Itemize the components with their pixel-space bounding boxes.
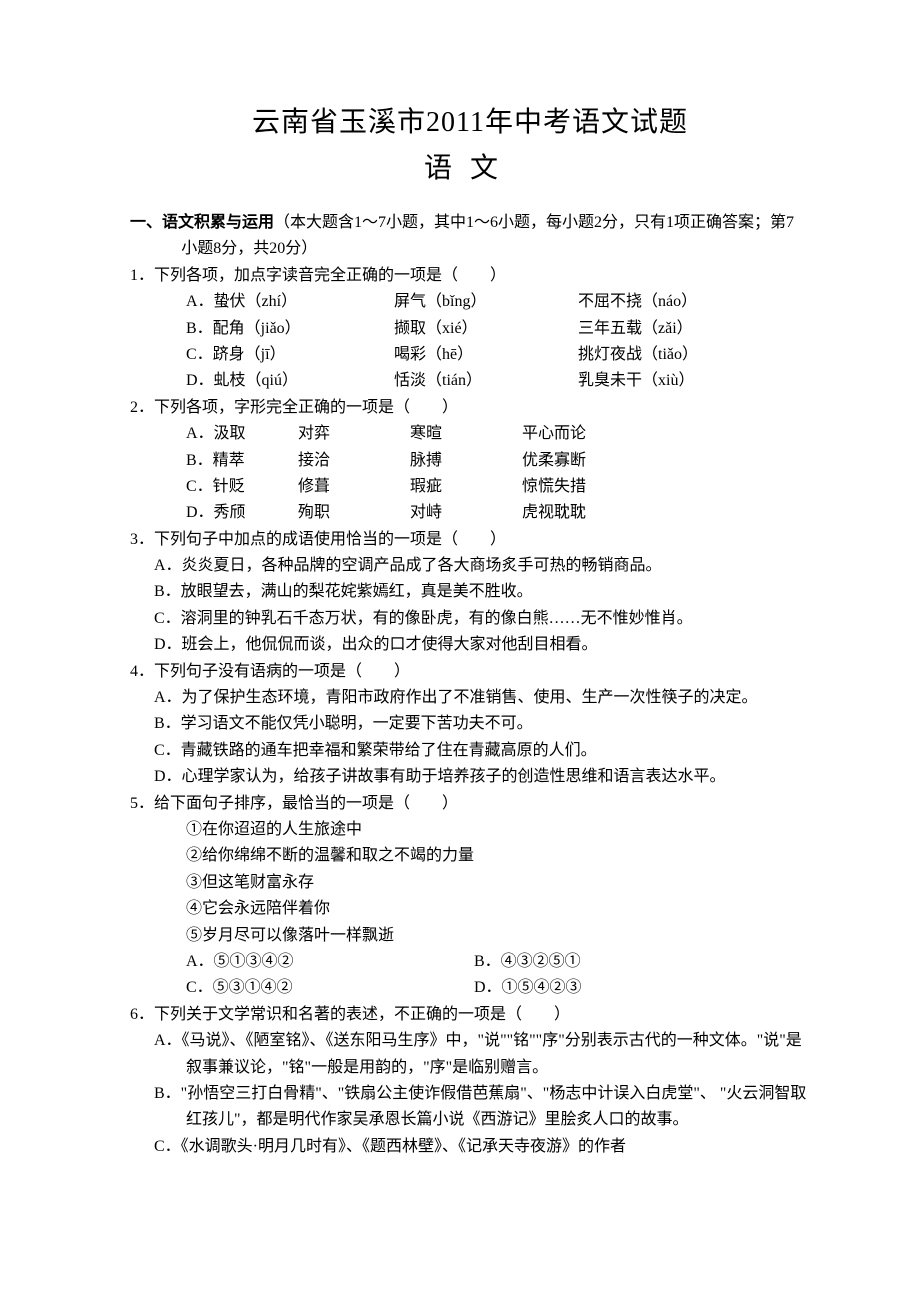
q5-line-2: ②给你绵绵不断的温馨和取之不竭的力量: [130, 843, 810, 869]
q1-a-2: 屏气（bǐng）: [394, 289, 578, 315]
q2-opt-a: A．汲取对弈寒暄平心而论: [130, 421, 810, 447]
q2-opt-d: D．秀颀殉职对峙虎视耽耽: [130, 500, 810, 526]
q2-d-1: D．秀颀: [186, 500, 298, 526]
q5-choice-d: D．①⑤④②③: [474, 975, 698, 1001]
q1-a-3: 不屈不挠（náo）: [578, 289, 786, 315]
q5-line-4: ④它会永远陪伴着你: [130, 896, 810, 922]
q2-a-2: 对弈: [298, 421, 410, 447]
q1-b-2: 撷取（xié）: [394, 316, 578, 342]
q4-stem: 4．下列句子没有语病的一项是（ ）: [130, 659, 810, 685]
q5-line-1: ①在你迢迢的人生旅途中: [130, 817, 810, 843]
q4-opt-b: B．学习语文不能仅凭小聪明，一定要下苦功夫不可。: [130, 711, 810, 737]
q4-opt-d: D．心理学家认为，给孩子讲故事有助于培养孩子的创造性思维和语言表达水平。: [130, 764, 810, 790]
section-1-header: 一、语文积累与运用（本大题含1～7小题，其中1～6小题，每小题2分，只有1项正确…: [130, 210, 810, 263]
q6-opt-a: A．《马说》、《陋室铭》、《送东阳马生序》中，"说""铭""序"分别表示古代的一…: [130, 1028, 810, 1081]
q5-choice-b: B．④③②⑤①: [474, 949, 698, 975]
q5-line-5: ⑤岁月尽可以像落叶一样飘逝: [130, 923, 810, 949]
q1-c-1: C．跻身（jī）: [186, 342, 394, 368]
q2-b-4: 优柔寡断: [522, 448, 634, 474]
q2-a-4: 平心而论: [522, 421, 634, 447]
q4-opt-a: A．为了保护生态环境，青阳市政府作出了不准销售、使用、生产一次性筷子的决定。: [130, 685, 810, 711]
q3-opt-c: C．溶洞里的钟乳石千态万状，有的像卧虎，有的像白熊……无不惟妙惟肖。: [130, 606, 810, 632]
q2-a-1: A．汲取: [186, 421, 298, 447]
q1-c-3: 挑灯夜战（tiǎo）: [578, 342, 786, 368]
q6-stem: 6．下列关于文学常识和名著的表述，不正确的一项是（ ）: [130, 1002, 810, 1028]
q2-c-4: 惊慌失措: [522, 474, 634, 500]
q2-c-2: 修葺: [298, 474, 410, 500]
q5-line-3: ③但这笔财富永存: [130, 870, 810, 896]
q5-choice-row-2: C．⑤③①④②D．①⑤④②③: [130, 975, 810, 1001]
q2-stem: 2．下列各项，字形完全正确的一项是（ ）: [130, 395, 810, 421]
q1-c-2: 喝彩（hē）: [394, 342, 578, 368]
q1-d-1: D．虬枝（qiú）: [186, 368, 394, 394]
q5-stem: 5．给下面句子排序，最恰当的一项是（ ）: [130, 791, 810, 817]
q5-choice-row-1: A．⑤①③④②B．④③②⑤①: [130, 949, 810, 975]
q1-d-3: 乳臭未干（xiù）: [578, 368, 786, 394]
q1-opt-c: C．跻身（jī）喝彩（hē）挑灯夜战（tiǎo）: [130, 342, 810, 368]
q3-opt-b: B．放眼望去，满山的梨花姹紫嫣红，真是美不胜收。: [130, 579, 810, 605]
q1-opt-b: B．配角（jiǎo）撷取（xié）三年五载（zǎi）: [130, 316, 810, 342]
q6-opt-b: B．"孙悟空三打白骨精"、"铁扇公主使诈假借芭蕉扇"、"杨志中计误入白虎堂"、 …: [130, 1081, 810, 1134]
q1-d-2: 恬淡（tián）: [394, 368, 578, 394]
q2-b-3: 脉搏: [410, 448, 522, 474]
q1-stem: 1．下列各项，加点字读音完全正确的一项是（ ）: [130, 263, 810, 289]
q3-opt-a: A．炎炎夏日，各种品牌的空调产品成了各大商场炙手可热的畅销商品。: [130, 553, 810, 579]
exam-subject: 语文: [130, 146, 810, 186]
q1-opt-d: D．虬枝（qiú）恬淡（tián）乳臭未干（xiù）: [130, 368, 810, 394]
q2-d-4: 虎视耽耽: [522, 500, 634, 526]
q2-a-3: 寒暄: [410, 421, 522, 447]
q2-d-3: 对峙: [410, 500, 522, 526]
q1-b-3: 三年五载（zǎi）: [578, 316, 786, 342]
q6-opt-c: C．《水调歌头·明月几时有》、《题西林壁》、《记承天寺夜游》的作者: [130, 1134, 810, 1160]
q5-choice-a: A．⑤①③④②: [186, 949, 474, 975]
q1-a-1: A．蛰伏（zhí）: [186, 289, 394, 315]
q5-choice-c: C．⑤③①④②: [186, 975, 474, 1001]
section-1-note: （本大题含1～7小题，其中1～6小题，每小题2分，只有1项正确答案；第7小题8分…: [181, 214, 794, 257]
q2-opt-c: C．针贬修葺瑕疵惊慌失措: [130, 474, 810, 500]
q2-c-3: 瑕疵: [410, 474, 522, 500]
q3-opt-d: D．班会上，他侃侃而谈，出众的口才使得大家对他刮目相看。: [130, 632, 810, 658]
q1-b-1: B．配角（jiǎo）: [186, 316, 394, 342]
section-1-label: 一、语文积累与运用: [130, 214, 274, 231]
q2-opt-b: B．精萃接洽脉搏优柔寡断: [130, 448, 810, 474]
q1-opt-a: A．蛰伏（zhí）屏气（bǐng）不屈不挠（náo）: [130, 289, 810, 315]
q4-opt-c: C．青藏铁路的通车把幸福和繁荣带给了住在青藏高原的人们。: [130, 738, 810, 764]
q2-b-2: 接洽: [298, 448, 410, 474]
q3-stem: 3．下列句子中加点的成语使用恰当的一项是（ ）: [130, 527, 810, 553]
q2-b-1: B．精萃: [186, 448, 298, 474]
q2-d-2: 殉职: [298, 500, 410, 526]
q2-c-1: C．针贬: [186, 474, 298, 500]
exam-title: 云南省玉溪市2011年中考语文试题: [130, 100, 810, 140]
